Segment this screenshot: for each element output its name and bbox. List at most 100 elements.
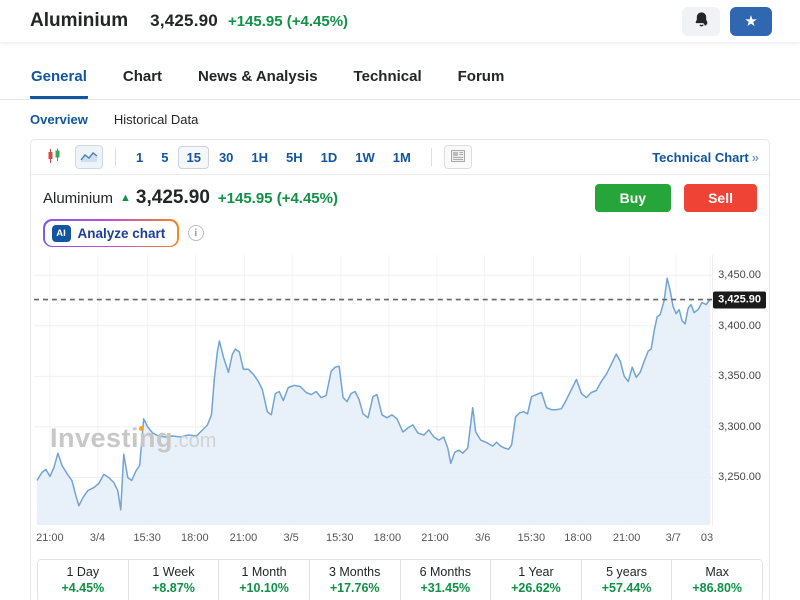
- time-tick-label: 21:00: [229, 532, 258, 544]
- price-tick-label: 3,300.00: [718, 420, 761, 433]
- candlestick-icon: [47, 148, 63, 167]
- page-title: Aluminium: [30, 10, 129, 31]
- performance-period-label: 3 Months: [328, 565, 381, 579]
- time-tick-label: 3/4: [89, 532, 106, 544]
- tab-news-analysis[interactable]: News & Analysis: [198, 68, 318, 85]
- performance-5-years[interactable]: 5 years +57.44%: [581, 560, 673, 600]
- timeframe-15[interactable]: 15: [178, 145, 209, 169]
- tab-technical[interactable]: Technical: [353, 68, 422, 85]
- timeframe-30[interactable]: 30: [211, 146, 241, 169]
- buy-button[interactable]: Buy: [594, 184, 672, 212]
- timeframe-5[interactable]: 5: [153, 146, 176, 169]
- performance-change-value: +57.44%: [601, 581, 652, 595]
- subnav-historical-data[interactable]: Historical Data: [113, 112, 199, 127]
- subnav-overview[interactable]: Overview: [30, 112, 88, 127]
- chart-toolbar: 1 5 15 30 1H 5H 1D 1W 1M Technical Chart»: [31, 140, 769, 175]
- price-axis: 3,450.00 3,400.00 3,350.00 3,300.00 3,250.00…: [712, 255, 769, 525]
- performance-change-value: +26.62%: [511, 581, 561, 595]
- time-tick-label: 18:00: [564, 532, 592, 544]
- time-tick-label: 3/6: [475, 532, 491, 544]
- chart-region: Investing.com 3,450.00 3,400.00 3,350.00 3,…: [31, 249, 769, 525]
- technical-chart-label: Technical Chart: [652, 149, 749, 165]
- area-fill: [36, 278, 711, 525]
- performance-6-months[interactable]: 6 Months +31.45%: [400, 560, 492, 600]
- performance-max[interactable]: Max +86.80%: [672, 560, 762, 600]
- performance-1-day[interactable]: 1 Day +4.45%: [38, 560, 129, 600]
- price-chart-plot[interactable]: Investing.com: [34, 255, 712, 525]
- info-icon[interactable]: i: [187, 225, 204, 241]
- star-icon: ★: [744, 13, 758, 30]
- price-tick-label: 3,350.00: [718, 370, 761, 383]
- performance-3-months[interactable]: 3 Months +17.76%: [309, 560, 401, 600]
- time-tick-label: 15:30: [133, 532, 161, 544]
- news-panel-button[interactable]: [443, 145, 472, 169]
- performance-strip: 1 Day +4.45% 1 Week +8.87% 1 Month +10.10% 3 M…: [37, 559, 763, 600]
- chart-instrument-name: Aluminium: [43, 189, 114, 207]
- chart-card: 1 5 15 30 1H 5H 1D 1W 1M Technical Chart» Alumin…: [30, 139, 770, 600]
- time-tick-label: 15:30: [325, 532, 354, 544]
- area-chart-icon: [80, 149, 98, 166]
- area-chart-svg: [34, 255, 712, 525]
- candlestick-chart-button[interactable]: [41, 145, 69, 169]
- chart-change: +145.95 (+4.45%): [217, 189, 338, 207]
- performance-change-value: +17.76%: [329, 581, 380, 595]
- create-alert-button[interactable]: [682, 6, 720, 36]
- performance-change-value: +8.87%: [152, 581, 195, 595]
- header-change: +145.95 (+4.45%): [227, 12, 349, 30]
- price-tick-label: 3,400.00: [718, 319, 761, 332]
- toolbar-divider: [430, 148, 432, 166]
- time-tick-label: 18:00: [181, 532, 209, 544]
- watchlist-star-button[interactable]: ★: [730, 6, 772, 36]
- time-tick-label: 21:00: [612, 532, 641, 544]
- toolbar-divider: [115, 148, 116, 166]
- time-tick-label: 21:00: [421, 532, 449, 544]
- performance-1-year[interactable]: 1 Year +26.62%: [491, 560, 582, 600]
- performance-period-label: 1 Week: [152, 565, 195, 579]
- ai-icon: AI: [51, 224, 71, 242]
- price-tick-label: 3,450.00: [718, 269, 761, 282]
- performance-period-label: 5 years: [606, 565, 648, 579]
- performance-period-label: 1 Day: [66, 565, 100, 579]
- analyze-chart-button[interactable]: AI Analyze chart: [43, 219, 179, 247]
- timeframe-group: 1 5 15 30 1H 5H 1D 1W 1M: [128, 145, 419, 169]
- performance-change-value: +10.10%: [239, 581, 289, 595]
- area-chart-button[interactable]: [75, 145, 103, 169]
- time-tick-label: 03: [700, 532, 714, 544]
- timeframe-5h[interactable]: 5H: [278, 146, 311, 169]
- newspaper-icon: [450, 149, 465, 165]
- tab-general[interactable]: General: [30, 58, 88, 99]
- chart-header: Aluminium ▲ 3,425.90 +145.95 (+4.45%) Bu…: [31, 175, 769, 214]
- chart-price: 3,425.90: [135, 187, 210, 208]
- sell-button[interactable]: Sell: [684, 184, 757, 212]
- chevron-right-icon: »: [751, 149, 759, 165]
- price-tick-label: 3,250.00: [718, 471, 761, 484]
- performance-period-label: 6 Months: [419, 565, 472, 579]
- timeframe-1d[interactable]: 1D: [313, 146, 346, 169]
- time-tick-label: 3/7: [665, 532, 681, 544]
- timeframe-1w[interactable]: 1W: [347, 146, 383, 169]
- performance-period-label: Max: [705, 565, 729, 579]
- trade-buttons: Buy Sell: [594, 184, 757, 212]
- analyze-chart-label: Analyze chart: [77, 225, 166, 241]
- performance-period-label: 1 Month: [241, 565, 287, 579]
- timeframe-1m[interactable]: 1M: [385, 146, 419, 169]
- main-tabs: General Chart News & Analysis Technical Foru…: [0, 58, 800, 100]
- time-axis: 21:00 3/4 15:30 18:00 21:00 3/5 15:30 18:00 21:0…: [34, 527, 713, 551]
- tab-forum[interactable]: Forum: [457, 68, 505, 85]
- time-tick-label: 21:00: [36, 532, 64, 544]
- header-price: 3,425.90: [150, 11, 218, 30]
- performance-change-value: +86.80%: [692, 581, 743, 595]
- performance-1-week[interactable]: 1 Week +8.87%: [128, 560, 220, 600]
- tab-chart[interactable]: Chart: [122, 68, 163, 85]
- bell-plus-icon: [693, 11, 710, 31]
- time-tick-label: 15:30: [517, 532, 546, 544]
- performance-1-month[interactable]: 1 Month +10.10%: [219, 560, 310, 600]
- sub-navigation: Overview Historical Data: [0, 100, 800, 137]
- timeframe-1h[interactable]: 1H: [243, 146, 276, 169]
- last-price-badge: 3,425.90: [713, 291, 766, 309]
- price-line: [36, 277, 711, 511]
- timeframe-1[interactable]: 1: [128, 146, 151, 169]
- performance-period-label: 1 Year: [518, 565, 554, 579]
- time-tick-label: 3/5: [283, 532, 299, 544]
- technical-chart-link[interactable]: Technical Chart»: [652, 150, 759, 165]
